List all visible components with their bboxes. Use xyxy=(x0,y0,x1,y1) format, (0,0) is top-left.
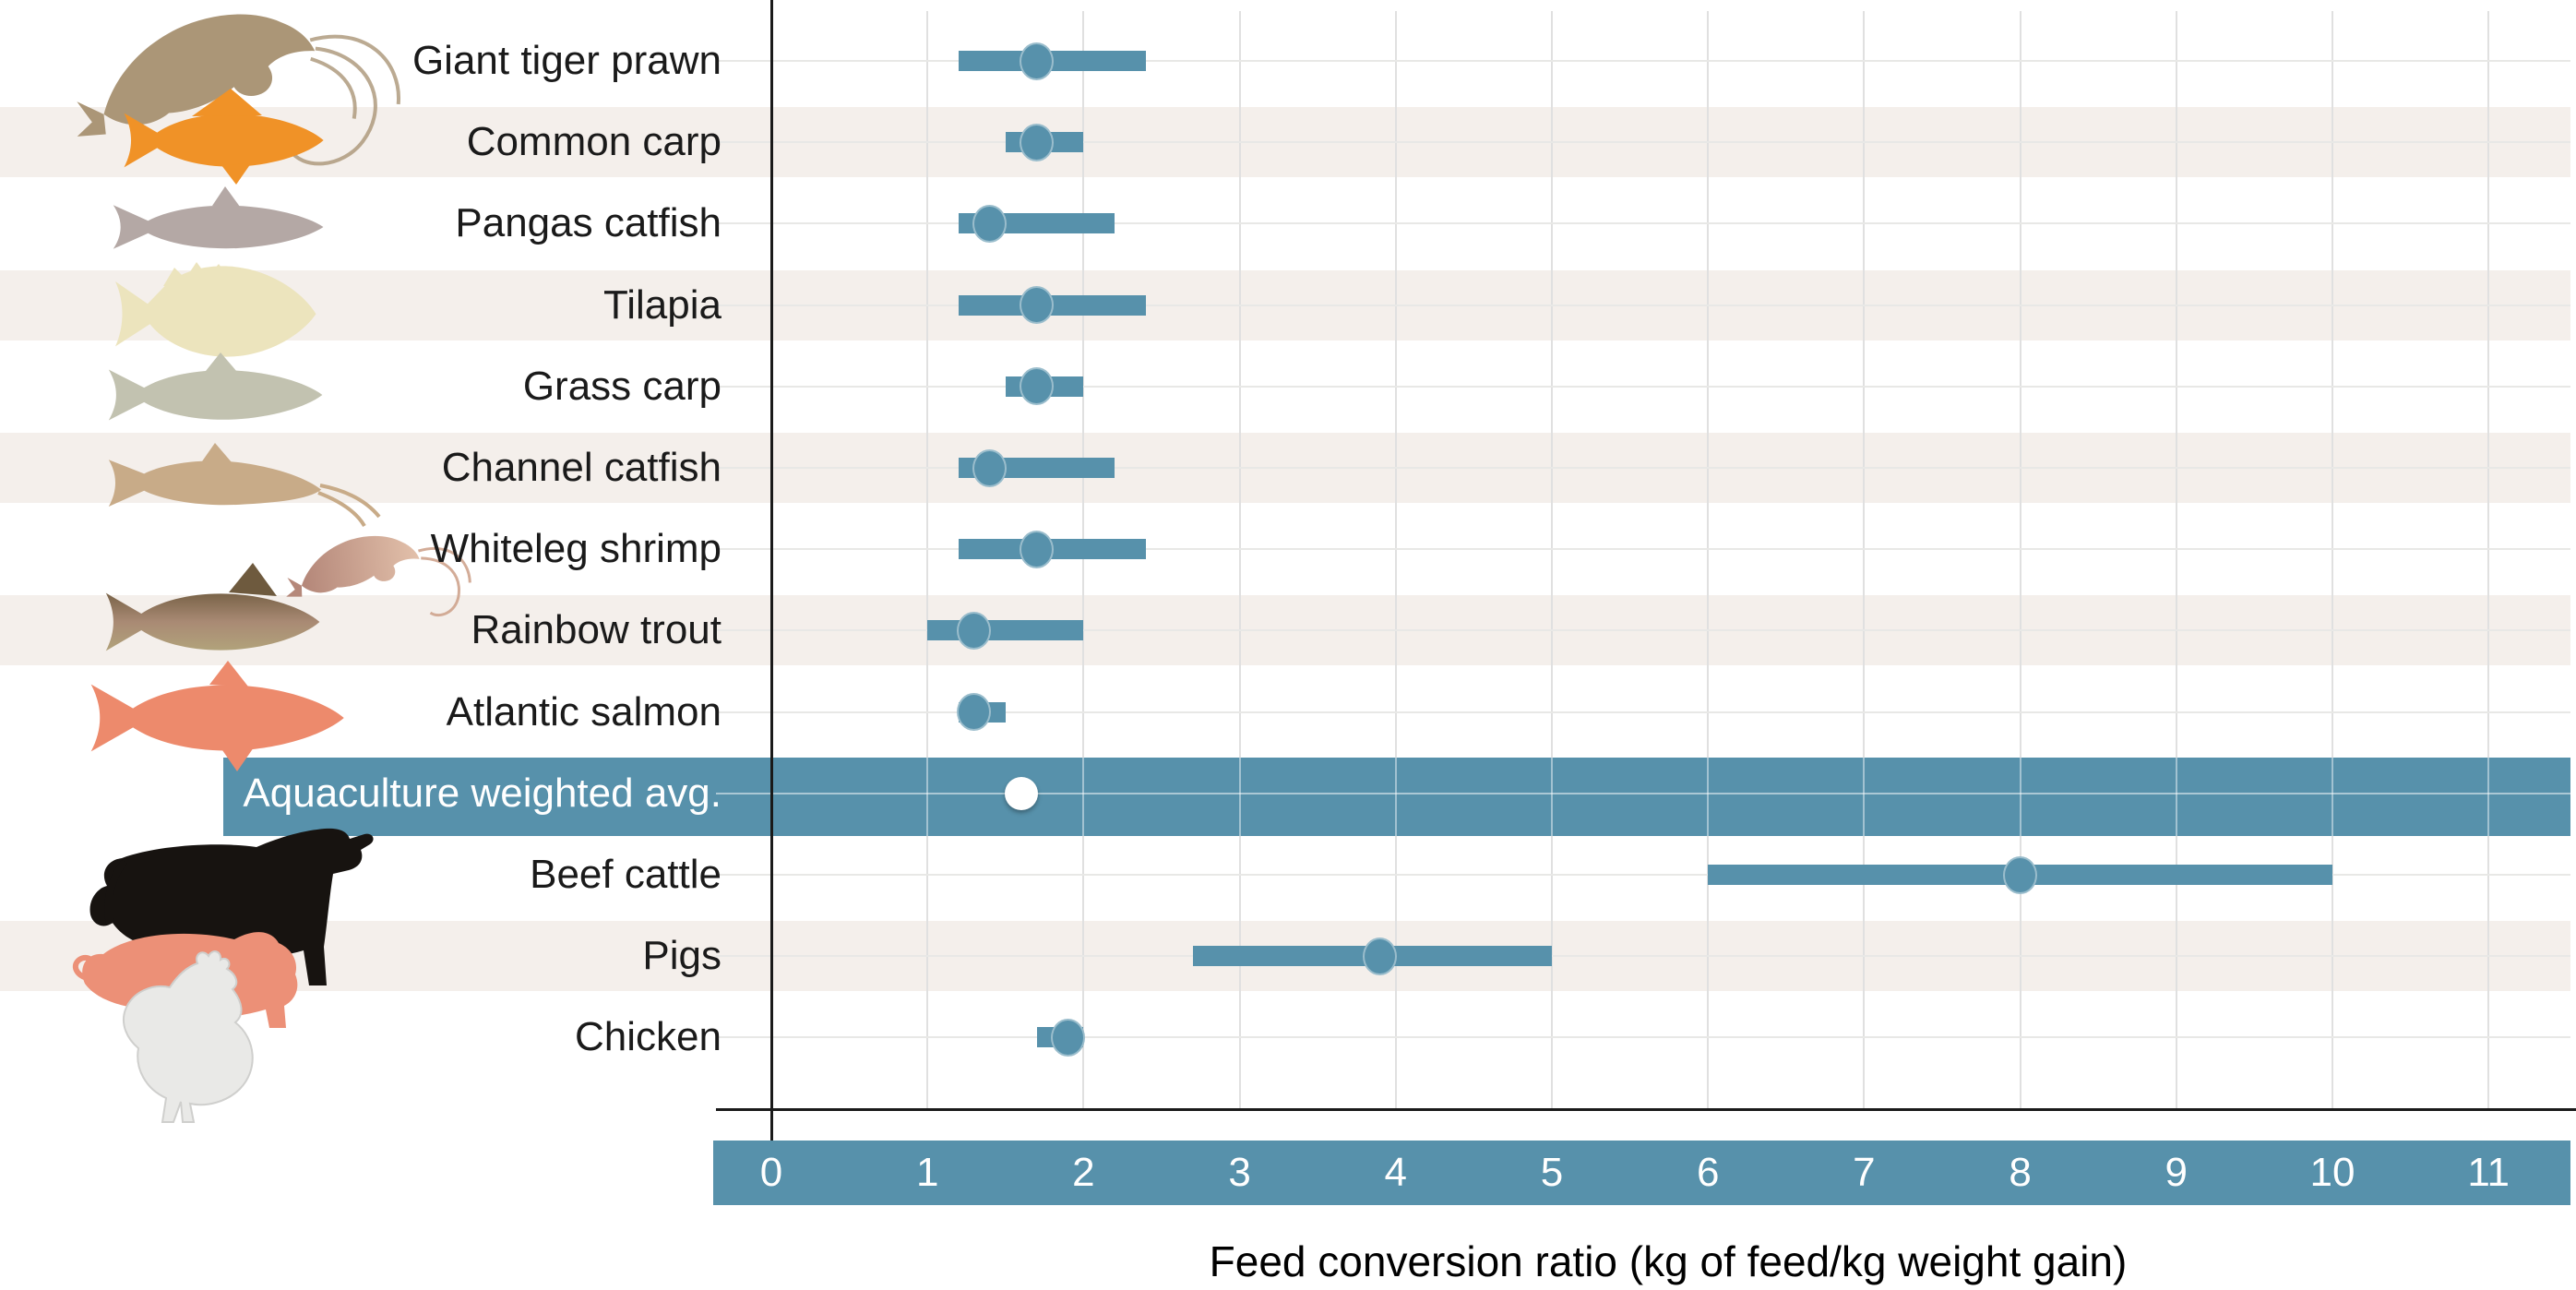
fcr-point-dot xyxy=(1020,530,1055,568)
x-axis-tick-label: 2 xyxy=(1072,1150,1095,1195)
band-vertical-gridline xyxy=(2487,758,2490,836)
row-gridline xyxy=(716,467,2570,469)
vertical-gridline xyxy=(1863,11,1866,1108)
row-gridline xyxy=(716,955,2570,958)
beef-cattle-icon xyxy=(89,828,374,992)
row-label: Aquaculture weighted avg. xyxy=(243,770,722,816)
fcr-point-dot xyxy=(1050,1018,1085,1057)
row-gridline xyxy=(716,304,2570,306)
fcr-point-dot xyxy=(1363,937,1398,975)
fcr-point-dot xyxy=(1020,42,1055,80)
fcr-point-dot xyxy=(1020,367,1055,406)
band-vertical-gridline xyxy=(2019,758,2021,836)
band-vertical-gridline xyxy=(1707,758,1710,836)
giant-tiger-prawn-icon xyxy=(60,0,400,166)
weighted-avg-point-dot xyxy=(1004,776,1038,810)
vertical-gridline xyxy=(1394,11,1397,1108)
row-gridline xyxy=(716,1036,2570,1039)
vertical-gridline xyxy=(1082,11,1085,1108)
row-label: Beef cattle xyxy=(530,852,722,897)
fcr-point-dot xyxy=(957,611,992,650)
x-axis-tick-label: 1 xyxy=(915,1150,939,1195)
x-axis-tick-label: 9 xyxy=(2165,1150,2188,1195)
x-axis-tick-label: 7 xyxy=(1853,1150,1876,1195)
band-vertical-gridline xyxy=(1551,758,1553,836)
fcr-point-dot xyxy=(2003,855,2038,894)
band-vertical-gridline xyxy=(1082,758,1085,836)
vertical-gridline xyxy=(1551,11,1553,1108)
row-gridline xyxy=(716,222,2570,225)
band-vertical-gridline xyxy=(926,758,929,836)
row-label: Channel catfish xyxy=(441,445,722,490)
band-row-gridline xyxy=(716,792,2570,794)
vertical-gridline xyxy=(2019,11,2021,1108)
fcr-point-dot xyxy=(1020,123,1055,161)
row-label: Common carp xyxy=(466,119,722,165)
x-axis-tick-label: 6 xyxy=(1696,1150,1720,1195)
x-axis-tick-label: 0 xyxy=(759,1150,783,1195)
grass-carp-icon xyxy=(108,352,323,421)
animal-illustrations xyxy=(60,0,471,1123)
x-axis-baseline xyxy=(716,1108,2576,1111)
y-axis-line xyxy=(770,0,773,1141)
vertical-gridline xyxy=(2487,11,2490,1108)
chicken-icon xyxy=(122,950,254,1123)
channel-catfish-icon xyxy=(108,443,381,528)
row-gridline xyxy=(716,60,2570,62)
vertical-gridline xyxy=(926,11,929,1108)
row-label: Whiteleg shrimp xyxy=(430,526,722,572)
row-label: Tilapia xyxy=(603,281,722,328)
row-gridline xyxy=(716,385,2570,388)
x-axis-tick-label: 8 xyxy=(2009,1150,2032,1195)
fcr-point-dot xyxy=(972,204,1008,243)
vertical-gridline xyxy=(2175,11,2177,1108)
row-gridline xyxy=(716,874,2570,876)
x-axis-tick-label: 4 xyxy=(1384,1150,1408,1195)
pangas-catfish-icon xyxy=(113,186,324,249)
x-axis-tick-label: 10 xyxy=(2309,1150,2355,1195)
fcr-point-dot xyxy=(957,693,992,732)
vertical-gridline xyxy=(1707,11,1710,1108)
x-axis-tick-label: 5 xyxy=(1540,1150,1564,1195)
tilapia-icon xyxy=(115,262,316,357)
band-vertical-gridline xyxy=(2332,758,2333,836)
row-label: Rainbow trout xyxy=(471,607,722,653)
row-gridline xyxy=(716,141,2570,144)
row-gridline xyxy=(716,629,2570,632)
band-vertical-gridline xyxy=(2175,758,2177,836)
row-label: Atlantic salmon xyxy=(446,688,722,735)
row-gridline xyxy=(716,548,2570,551)
atlantic-salmon-icon xyxy=(90,661,344,771)
row-label: Chicken xyxy=(575,1014,722,1060)
vertical-gridline xyxy=(1238,11,1241,1108)
whiteleg-shrimp-icon xyxy=(280,531,471,617)
row-label: Giant tiger prawn xyxy=(411,38,722,83)
band-vertical-gridline xyxy=(1863,758,1866,836)
x-axis-tick-label: 3 xyxy=(1228,1150,1251,1195)
row-label: Grass carp xyxy=(522,363,722,409)
x-axis-band xyxy=(713,1141,2570,1205)
band-vertical-gridline xyxy=(1238,758,1241,836)
aquaculture-weighted-avg-band xyxy=(223,758,2570,836)
fcr-point-dot xyxy=(972,448,1008,487)
x-axis-tick-label: 11 xyxy=(2467,1150,2510,1195)
vertical-gridline xyxy=(2332,11,2333,1108)
row-label: Pigs xyxy=(642,933,722,979)
rainbow-trout-icon xyxy=(105,563,320,651)
band-vertical-gridline xyxy=(1394,758,1397,836)
x-axis-title: Feed conversion ratio (kg of feed/kg wei… xyxy=(1209,1237,2128,1285)
fcr-point-dot xyxy=(1020,286,1055,325)
common-carp-icon xyxy=(124,89,324,185)
row-label: Pangas catfish xyxy=(455,200,722,246)
row-gridline xyxy=(716,711,2570,713)
